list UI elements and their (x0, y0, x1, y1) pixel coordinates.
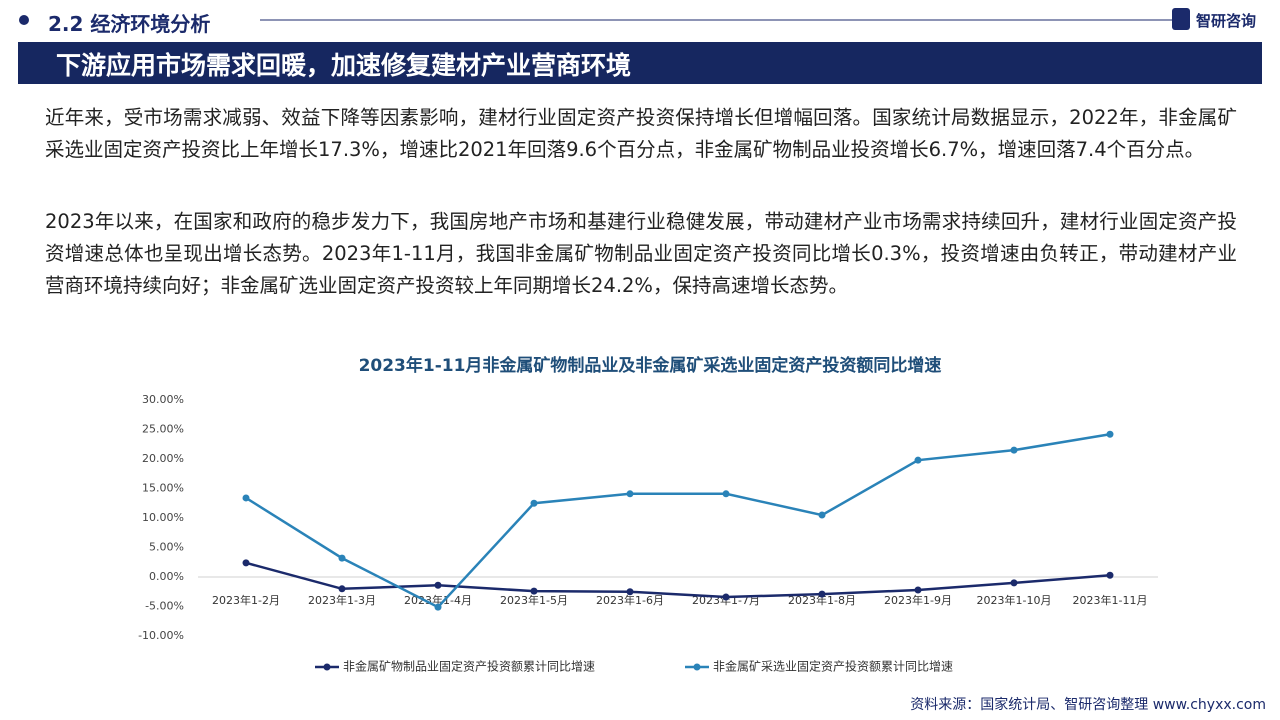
y-tick-label: -10.00% (138, 629, 184, 642)
data-point (338, 554, 346, 562)
section-title: 2.2 经济环境分析 (48, 12, 211, 36)
y-tick-label: 15.00% (142, 482, 184, 495)
data-point (338, 585, 346, 593)
x-tick-label: 2023年1-3月 (308, 593, 376, 607)
data-point (530, 587, 538, 595)
data-point (242, 559, 250, 567)
paragraph: 2023年以来，在国家和政府的稳步发力下，我国房地产市场和基建行业稳健发展，带动… (45, 210, 1237, 297)
data-point (818, 511, 826, 519)
y-tick-label: 10.00% (142, 511, 184, 524)
data-point (434, 581, 442, 589)
page-title: 下游应用市场需求回暖，加速修复建材产业营商环境 (56, 51, 632, 80)
y-tick-label: 25.00% (142, 423, 184, 436)
data-point (1010, 579, 1018, 587)
legend-dot (323, 663, 331, 671)
legend-dot (693, 663, 701, 671)
data-point (626, 588, 634, 596)
y-tick-label: 5.00% (149, 541, 184, 554)
data-point (722, 593, 730, 601)
y-tick-label: 20.00% (142, 452, 184, 465)
data-point (914, 456, 922, 464)
data-point (1106, 430, 1114, 438)
x-tick-label: 2023年1-10月 (977, 593, 1052, 607)
data-point (722, 490, 730, 498)
data-point (818, 590, 826, 598)
legend-label: 非金属矿物制品业固定资产投资额累计同比增速 (343, 659, 595, 674)
paragraph: 近年来，受市场需求减弱、效益下降等因素影响，建材行业固定资产投资保持增长但增幅回… (45, 106, 1237, 161)
y-tick-label: 30.00% (142, 393, 184, 406)
data-point (1106, 571, 1114, 579)
x-tick-label: 2023年1-2月 (212, 593, 280, 607)
brand-logo (1172, 8, 1190, 30)
data-point (242, 494, 250, 502)
series-line (245, 561, 1111, 599)
legend-label: 非金属矿采选业固定资产投资额累计同比增速 (713, 659, 953, 674)
data-point (530, 499, 538, 507)
x-tick-label: 2023年1-4月 (404, 593, 472, 607)
y-tick-label: 0.00% (149, 570, 184, 583)
brand: 智研咨询 (1196, 12, 1257, 30)
x-tick-label: 2023年1-9月 (884, 593, 952, 607)
y-tick-label: -5.00% (145, 600, 184, 613)
series-line (245, 432, 1111, 609)
x-tick-label: 2023年1-6月 (596, 593, 664, 607)
source: 资料来源：国家统计局、智研咨询整理 www.chyxx.com (910, 697, 1266, 713)
data-point (626, 490, 634, 498)
x-tick-label: 2023年1-8月 (788, 593, 856, 607)
bullet (19, 15, 29, 25)
banner (18, 42, 1262, 84)
x-tick-label: 2023年1-11月 (1073, 593, 1148, 607)
data-point (434, 603, 442, 611)
x-tick-label: 2023年1-5月 (500, 593, 568, 607)
chart-title: 2023年1-11月非金属矿物制品业及非金属矿采选业固定资产投资额同比增速 (359, 355, 942, 376)
data-point (1010, 446, 1018, 454)
data-point (914, 586, 922, 594)
